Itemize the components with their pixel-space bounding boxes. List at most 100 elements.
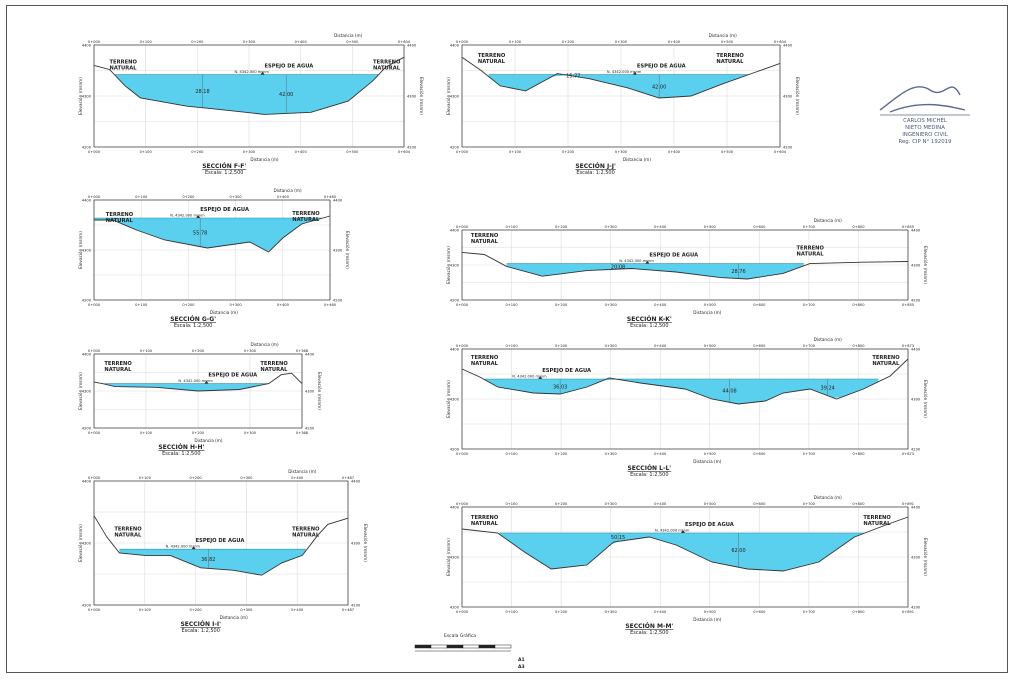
axis-title-distance: Distancia (m) (288, 469, 317, 474)
tick-label-bottom: 0+400 (277, 303, 290, 307)
tick-label-bottom: 0+368 (296, 431, 309, 435)
water-level-marker (645, 260, 650, 264)
axis-title-distance: Distancia (m) (709, 33, 738, 38)
axis-title-elevation-right: Elevación (msnm) (363, 524, 368, 562)
terrain-profile (94, 215, 331, 253)
tick-label-bottom: 0+891 (902, 610, 914, 614)
tick-label-top: 0+000 (88, 349, 101, 353)
water-level-marker (196, 215, 201, 218)
cross-section-6: 0+000 0+000 0+100 0+100 0+200 0+200 0+300 0+300… (78, 469, 368, 634)
tick-label-top: 0+000 (88, 195, 101, 199)
tick-label-top: 0+300 (605, 225, 618, 229)
tick-label-top: 0+600 (753, 502, 766, 506)
elevation-tick-right: 4400 (305, 353, 315, 357)
water-mirror-label: ESPEJO DE AGUA (200, 207, 249, 213)
tick-label-top: 0+700 (803, 344, 816, 348)
depth-value: 42.00 (652, 84, 666, 90)
tick-label-bottom: 0+200 (182, 303, 195, 307)
water-mirror-label: ESPEJO DE AGUA (196, 538, 245, 544)
tick-label-bottom: 0+300 (605, 303, 618, 307)
tick-label-top: 0+800 (852, 502, 865, 506)
elevation-tick-left: 4300 (450, 398, 460, 402)
elevation-tick-left: 4400 (82, 353, 92, 357)
section-frame (461, 506, 909, 608)
elevation-tick-right: 4300 (911, 398, 921, 402)
depth-value: 44.08 (722, 389, 736, 395)
axis-title-elevation: Elevación (msnm) (446, 77, 451, 115)
terrain-label-line2: NATURAL (471, 521, 499, 527)
tick-label-bottom: 0+100 (505, 303, 518, 307)
tick-label-top: 0+100 (140, 349, 153, 353)
tick-label-top: 0+000 (88, 476, 101, 480)
terrain-label-line2: NATURAL (292, 217, 320, 223)
elevation-tick-right: 4200 (333, 299, 343, 303)
elevation-tick-left: 4400 (450, 44, 460, 48)
elevation-tick-left: 4200 (450, 146, 460, 150)
tick-label-top: 0+300 (230, 195, 243, 199)
water-level-label: N. 4342.000 msnm (512, 375, 547, 379)
terrain-label-line2: NATURAL (373, 65, 401, 71)
tick-label-bottom: 0+300 (605, 452, 618, 456)
tick-label-bottom: 0+873 (902, 452, 914, 456)
section-frame (93, 199, 331, 301)
tick-label-top: 0+368 (296, 349, 309, 353)
tick-label-top: 0+100 (505, 344, 518, 348)
tick-label-bottom: 0+000 (88, 431, 101, 435)
elevation-tick-left: 4300 (450, 95, 460, 99)
tick-label-bottom: 0+000 (88, 303, 101, 307)
water-body (499, 533, 864, 571)
water-level-marker (204, 380, 209, 384)
water-level-label: N. 4342.000 msnm (170, 214, 205, 218)
tick-label-bottom: 0+500 (704, 303, 717, 307)
tick-label-top: 0+600 (753, 344, 766, 348)
water-level-label: N. 4342.000 msnm (178, 379, 213, 383)
tick-label-top: 0+891 (902, 502, 914, 506)
tick-label-bottom: 0+400 (291, 608, 304, 612)
terrain-label-line1: TERRENO (478, 53, 506, 59)
terrain-label-line2: NATURAL (471, 361, 499, 367)
section-title: SECCIÓN L-L' (627, 465, 671, 472)
elevation-tick-right: 4400 (783, 44, 793, 48)
water-mirror-label: ESPEJO DE AGUA (208, 373, 257, 379)
water-level-marker (681, 530, 685, 533)
elevation-tick-right: 4200 (407, 146, 417, 150)
tick-label-bottom: 0+200 (191, 150, 204, 154)
cross-section-4: 0+000 0+000 0+100 0+100 0+200 0+200 0+300 0+300… (78, 342, 322, 457)
elevation-tick-right: 4300 (305, 390, 315, 394)
elevation-tick-left: 4200 (450, 606, 460, 610)
terrain-label-line2: NATURAL (478, 59, 506, 65)
elevation-tick-right: 4400 (911, 506, 921, 510)
tick-label-top: 0+460 (324, 195, 337, 199)
elevation-tick-right: 4300 (783, 95, 793, 99)
section-title: SECCIÓN M-M' (625, 623, 673, 630)
tick-label-top: 0+700 (803, 502, 816, 506)
elevation-tick-right: 4400 (407, 44, 417, 48)
tick-label-bottom: 0+000 (456, 452, 469, 456)
elevation-tick-left: 4300 (82, 95, 92, 99)
cross-section-1: 0+000 0+000 0+100 0+100 0+200 0+200 0+300 0+300… (446, 33, 800, 176)
elevation-tick-left: 4400 (450, 229, 460, 233)
elevation-tick-left: 4300 (450, 264, 460, 268)
tick-label-bottom: 0+000 (456, 303, 469, 307)
elevation-tick-right: 4200 (783, 146, 793, 150)
tick-label-bottom: 0+300 (230, 303, 243, 307)
water-mirror-label: ESPEJO DE AGUA (542, 368, 591, 374)
terrain-label-line2: NATURAL (260, 367, 288, 373)
elevation-tick-right: 4200 (911, 448, 921, 452)
tick-label-top: 0+200 (555, 344, 568, 348)
terrain-label-line1: TERRENO (872, 355, 900, 361)
tick-label-bottom: 0+700 (803, 610, 816, 614)
tick-label-top: 0+300 (240, 476, 253, 480)
tick-label-top: 0+000 (456, 502, 469, 506)
tick-label-top: 0+300 (605, 502, 618, 506)
terrain-profile (93, 56, 405, 115)
terrain-label-line2: NATURAL (104, 367, 132, 373)
water-mirror-label: ESPEJO DE AGUA (637, 64, 686, 70)
elevation-tick-left: 4200 (82, 299, 92, 303)
water-body (506, 263, 804, 279)
terrain-label-line2: NATURAL (471, 239, 499, 245)
tick-label-bottom: 0+100 (505, 452, 518, 456)
water-level-marker (260, 71, 265, 75)
tick-label-top: 0+300 (605, 344, 618, 348)
